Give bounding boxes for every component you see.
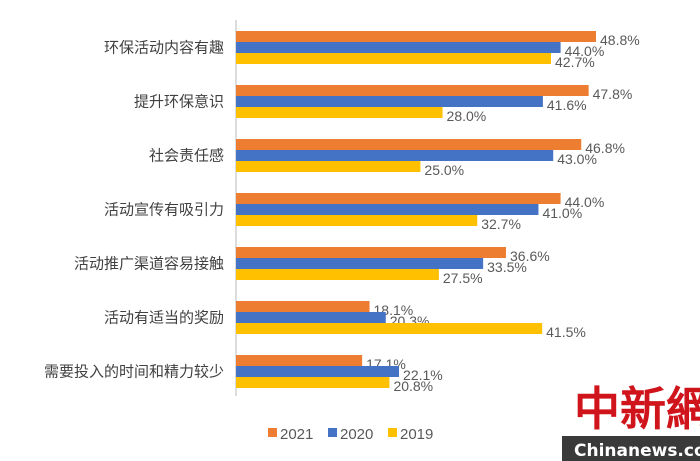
data-label-2019: 27.5% bbox=[443, 270, 483, 286]
data-label-2020: 44.0% bbox=[565, 43, 605, 59]
category-label: 社会责任感 bbox=[149, 147, 224, 165]
bar-2020 bbox=[236, 312, 386, 323]
bar-2021 bbox=[236, 247, 506, 258]
legend-swatch-2019 bbox=[388, 428, 397, 437]
category-label: 活动宣传有吸引力 bbox=[104, 201, 224, 219]
bar-2019 bbox=[236, 215, 478, 226]
data-label-2020: 41.0% bbox=[542, 205, 582, 221]
bar-2020 bbox=[236, 366, 400, 377]
bar-2020 bbox=[236, 150, 554, 161]
watermark-chinese: 中新網 bbox=[574, 382, 700, 436]
legend-label-2019: 2019 bbox=[400, 426, 433, 443]
bar-2021 bbox=[236, 193, 561, 204]
data-label-2021: 48.8% bbox=[600, 32, 640, 48]
legend-swatch-2021 bbox=[268, 428, 277, 437]
data-label-2019: 25.0% bbox=[424, 162, 464, 178]
legend-swatch-2020 bbox=[328, 428, 337, 437]
data-label-2021: 36.6% bbox=[510, 248, 550, 264]
watermark-english: Chinanews.com bbox=[574, 441, 700, 461]
data-label-2021: 47.8% bbox=[593, 86, 633, 102]
category-label: 环保活动内容有趣 bbox=[104, 39, 224, 57]
bar-2021 bbox=[236, 301, 370, 312]
bar-2019 bbox=[236, 107, 443, 118]
category-label: 提升环保意识 bbox=[134, 93, 224, 111]
data-label-2021: 46.8% bbox=[585, 140, 625, 156]
category-label: 活动推广渠道容易接触 bbox=[74, 255, 224, 273]
bar-2019 bbox=[236, 377, 390, 388]
bar-2019 bbox=[236, 161, 421, 172]
data-label-2019: 28.0% bbox=[447, 108, 487, 124]
bar-2020 bbox=[236, 96, 543, 107]
data-label-2020: 41.6% bbox=[547, 97, 587, 113]
category-label: 活动有适当的奖励 bbox=[104, 309, 224, 327]
legend-label-2021: 2021 bbox=[280, 426, 313, 443]
data-label-2019: 41.5% bbox=[546, 324, 586, 340]
data-label-2020: 43.0% bbox=[557, 151, 597, 167]
bar-2019 bbox=[236, 269, 439, 280]
legend-label-2020: 2020 bbox=[340, 426, 373, 443]
chinanews-watermark: 中新網 Chinanews.com bbox=[562, 382, 700, 461]
bar-2020 bbox=[236, 258, 484, 269]
data-label-2019: 32.7% bbox=[481, 216, 521, 232]
bar-2020 bbox=[236, 204, 539, 215]
bar-2020 bbox=[236, 42, 561, 53]
bar-2021 bbox=[236, 139, 582, 150]
bar-2021 bbox=[236, 355, 363, 366]
data-label-2020: 22.1% bbox=[403, 367, 443, 383]
bar-2019 bbox=[236, 53, 551, 64]
data-label-2021: 44.0% bbox=[565, 194, 605, 210]
data-label-2020: 33.5% bbox=[487, 259, 527, 275]
data-label-2019: 20.8% bbox=[393, 378, 433, 394]
bar-2021 bbox=[236, 85, 589, 96]
bar-2019 bbox=[236, 323, 543, 334]
watermark-bar bbox=[562, 436, 700, 461]
category-label: 需要投入的时间和精力较少 bbox=[44, 363, 224, 381]
bar-2021 bbox=[236, 31, 596, 42]
data-label-2019: 42.7% bbox=[555, 54, 595, 70]
legend: 2021 2020 2019 bbox=[268, 426, 433, 443]
